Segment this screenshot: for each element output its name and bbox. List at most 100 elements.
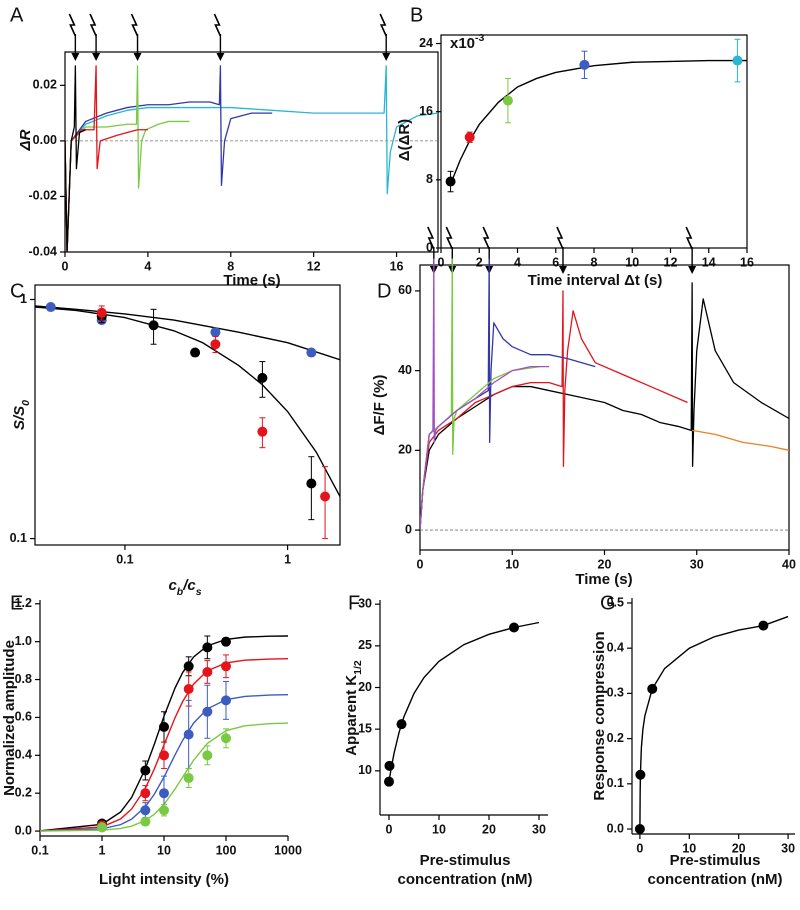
data-point xyxy=(635,769,646,780)
stimulus-bolt xyxy=(379,13,387,37)
y-tick-label: 1.0 xyxy=(15,634,32,648)
plot-frame xyxy=(419,264,790,551)
data-point xyxy=(97,822,107,833)
x-axis-label: Time interval Δt (s) xyxy=(528,272,663,289)
plot-frame xyxy=(64,51,439,253)
x-axis-label: cb/cs xyxy=(168,577,201,598)
x-tick-label: 1000 xyxy=(274,843,302,857)
fit-curve xyxy=(40,658,288,832)
x-tick-label: 6 xyxy=(552,255,559,269)
y-tick-label: 1 xyxy=(20,292,27,306)
fit-curve xyxy=(35,305,340,361)
x-tick-label: 8 xyxy=(591,255,598,269)
plot-frame xyxy=(34,284,341,546)
y-tick-label: -0.04 xyxy=(29,244,58,258)
x-tick-label: 40 xyxy=(782,557,796,571)
y-tick-label: 60 xyxy=(398,283,412,297)
x-axis-label-part: /c xyxy=(182,577,196,594)
x-tick-label: 0.1 xyxy=(31,843,48,857)
stimulus-arrow-head xyxy=(558,266,567,274)
data-point xyxy=(183,773,194,784)
data-point xyxy=(509,622,519,633)
data-point xyxy=(396,719,407,730)
y-axis-label: S/S0 xyxy=(11,400,32,430)
data-point xyxy=(159,721,169,732)
y-tick-label: 0.1 xyxy=(10,531,27,545)
data-point xyxy=(210,339,221,350)
panel-letter: C xyxy=(10,280,24,302)
x-tick-label: 16 xyxy=(740,255,754,269)
data-point xyxy=(183,661,194,672)
stimulus-arrow-head xyxy=(216,53,225,61)
x-tick-label: 30 xyxy=(781,841,795,855)
data-point xyxy=(159,805,169,816)
y-tick-label: 0.02 xyxy=(33,78,57,92)
stimulus-bolt xyxy=(89,13,97,37)
annotation-part: x10 xyxy=(450,35,475,52)
x-tick-label: 20 xyxy=(598,557,612,571)
x-axis-label: concentration (nM) xyxy=(398,871,533,888)
stimulus-bolt xyxy=(482,226,490,250)
y-tick-label: 20 xyxy=(398,443,412,457)
x-axis-label: Time (s) xyxy=(575,571,632,588)
x-tick-label: 0.1 xyxy=(116,552,133,566)
data-point xyxy=(202,750,213,761)
data-point xyxy=(159,788,169,799)
trace xyxy=(420,282,789,531)
x-tick-label: 10 xyxy=(505,557,519,571)
data-point xyxy=(202,666,213,677)
x-axis-label: Light intensity (%) xyxy=(99,871,229,888)
data-point xyxy=(579,59,590,70)
x-tick-label: 0 xyxy=(62,259,69,273)
x-tick-label: 10 xyxy=(625,255,639,269)
data-point xyxy=(159,750,169,761)
x-tick-label: 30 xyxy=(532,822,546,836)
x-tick-label: 0 xyxy=(636,841,643,855)
y-tick-label: 0.4 xyxy=(607,640,624,654)
data-point xyxy=(190,347,201,358)
x-tick-label: 1 xyxy=(284,552,291,566)
x-axis-label: Pre-stimulus xyxy=(670,852,761,869)
x-tick-label: 10 xyxy=(157,843,171,857)
data-point xyxy=(148,320,159,331)
data-point xyxy=(221,695,231,706)
x-tick-label: 12 xyxy=(664,255,678,269)
panel-letter: D xyxy=(377,280,391,302)
y-tick-label: 0.3 xyxy=(607,686,624,700)
data-point xyxy=(257,426,268,437)
panel-letter: B xyxy=(410,4,423,26)
x-axis-label-part: c xyxy=(168,577,177,594)
fit-curve xyxy=(35,306,340,497)
data-point xyxy=(96,307,107,318)
y-tick-label: 0.00 xyxy=(33,133,57,147)
data-point xyxy=(210,327,221,338)
x-tick-label: 14 xyxy=(702,255,716,269)
panel-letter: A xyxy=(10,4,24,26)
x-axis-label-part: b xyxy=(177,586,184,598)
data-point xyxy=(758,620,769,631)
panel-letter: G xyxy=(600,592,616,614)
y-tick-label: 0 xyxy=(405,522,412,536)
data-point xyxy=(384,760,395,771)
y-axis-label-part: 0 xyxy=(20,400,32,406)
data-point xyxy=(202,642,213,653)
x-tick-label: 1 xyxy=(99,843,106,857)
fit-curve xyxy=(40,722,288,832)
x-tick-label: 10 xyxy=(682,841,696,855)
y-axis-label: ΔF/F (%) xyxy=(371,375,388,436)
data-point xyxy=(647,683,658,694)
x-tick-label: 4 xyxy=(514,255,521,269)
x-tick-label: 20 xyxy=(482,822,496,836)
y-tick-label: 0.4 xyxy=(15,748,32,762)
x-tick-label: 10 xyxy=(432,822,446,836)
y-tick-label: 24 xyxy=(419,36,433,50)
x-axis-label-part: s xyxy=(196,586,202,598)
data-point xyxy=(221,733,231,744)
y-axis-label: Apparent K1/2 xyxy=(343,660,364,756)
trace xyxy=(65,65,86,252)
data-point xyxy=(306,478,317,489)
trace xyxy=(692,429,789,451)
data-point xyxy=(183,684,194,695)
trace xyxy=(65,65,190,252)
